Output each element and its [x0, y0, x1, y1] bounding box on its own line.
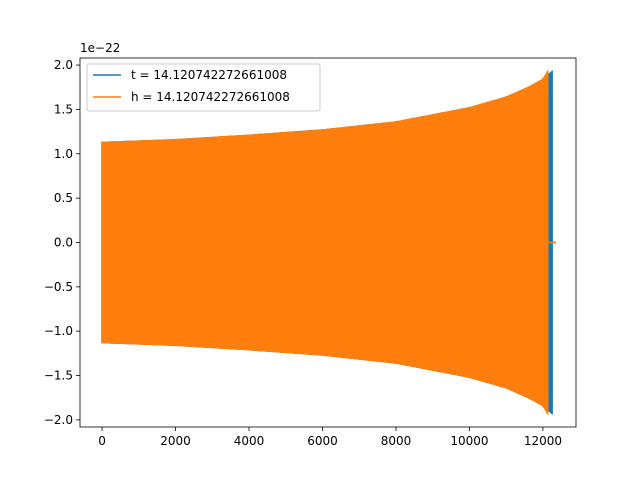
- y-tick-label: 0.5: [54, 191, 73, 205]
- y-tick-label: 1.5: [54, 102, 73, 116]
- x-tick-label: 0: [98, 434, 106, 448]
- y-offset-label: 1e−22: [80, 41, 120, 55]
- x-tick-label: 6000: [307, 434, 338, 448]
- y-tick-label: 1.0: [54, 147, 73, 161]
- y-tick-label: −1.5: [44, 369, 73, 383]
- legend: t = 14.120742272661008 h = 14.1207422726…: [86, 63, 321, 112]
- x-tick-label: 8000: [381, 434, 412, 448]
- y-tick-label: 2.0: [54, 58, 73, 72]
- legend-box: [86, 63, 321, 112]
- y-axis: −2.0 −1.5 −1.0 −0.5 0.0 0.5 1.0 1.5 2.0: [44, 58, 80, 427]
- x-tick-label: 2000: [160, 434, 191, 448]
- y-tick-label: −2.0: [44, 413, 73, 427]
- series-layer: [101, 69, 556, 416]
- y-tick-label: 0.0: [54, 236, 73, 250]
- series-1: [101, 69, 556, 416]
- legend-label-t: t = 14.120742272661008: [131, 68, 287, 82]
- x-tick-label: 12000: [524, 434, 562, 448]
- x-tick-label: 10000: [450, 434, 488, 448]
- series-oscillation-1: [101, 71, 549, 414]
- x-tick-label: 4000: [234, 434, 265, 448]
- y-tick-label: −0.5: [44, 280, 73, 294]
- y-tick-label: −1.0: [44, 324, 73, 338]
- legend-label-h: h = 14.120742272661008: [131, 90, 290, 104]
- x-axis: 0 2000 4000 6000 8000 10000 12000: [98, 427, 562, 448]
